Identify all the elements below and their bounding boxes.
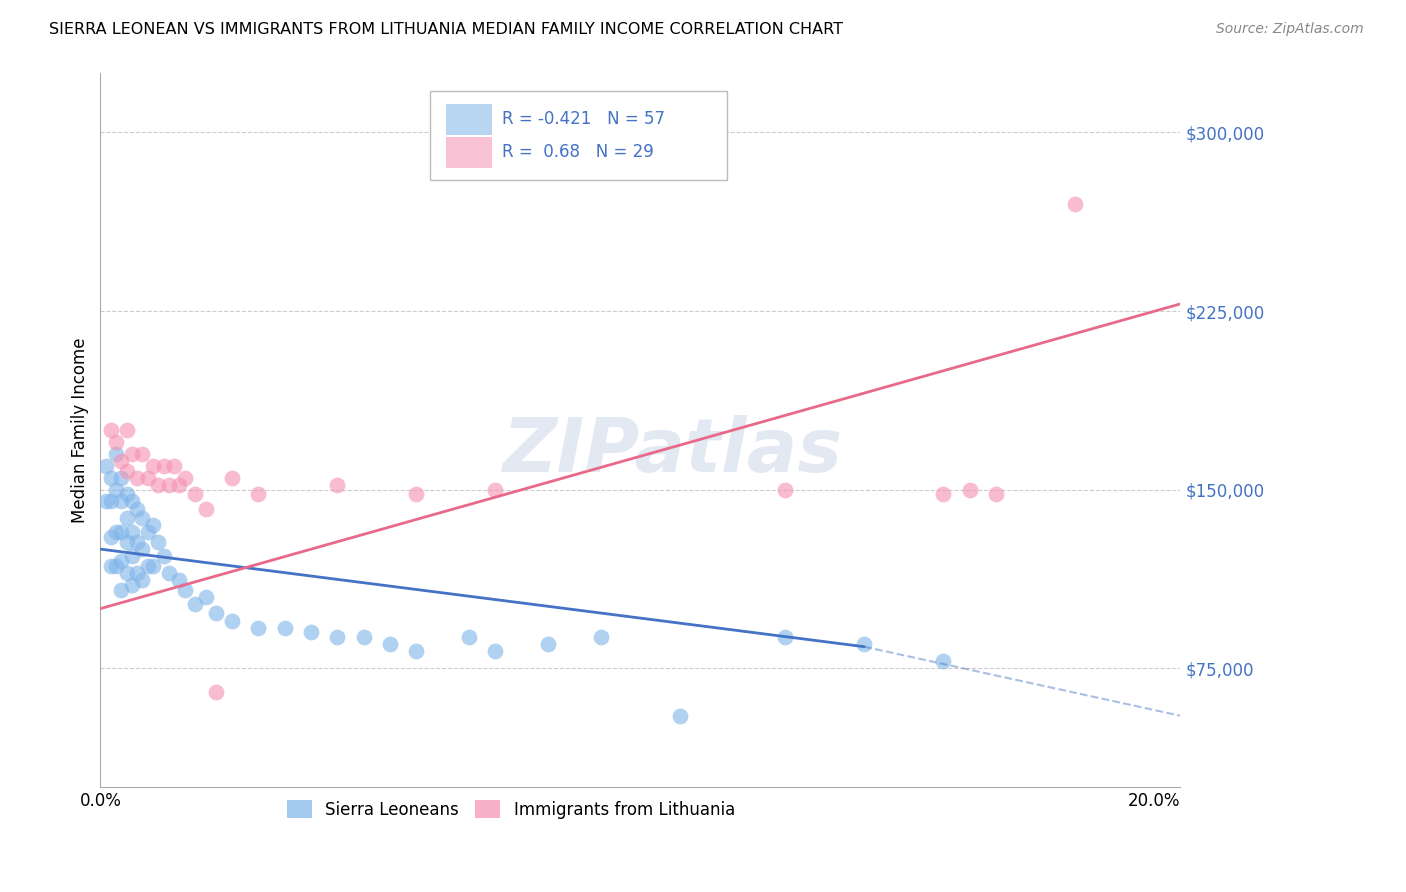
Point	[274, 621, 297, 635]
Point	[458, 630, 481, 644]
Point	[378, 637, 401, 651]
Point	[157, 478, 180, 492]
Point	[110, 494, 132, 508]
Point	[131, 511, 153, 525]
Point	[110, 554, 132, 568]
Point	[205, 607, 228, 621]
FancyBboxPatch shape	[446, 103, 491, 134]
Point	[163, 458, 186, 473]
Point	[169, 478, 191, 492]
Point	[94, 458, 117, 473]
Point	[142, 558, 165, 573]
Point	[110, 582, 132, 597]
Point	[853, 637, 876, 651]
Point	[105, 558, 128, 573]
Point	[127, 471, 149, 485]
Point	[127, 566, 149, 580]
Point	[205, 685, 228, 699]
Point	[484, 483, 506, 497]
Y-axis label: Median Family Income: Median Family Income	[72, 337, 89, 523]
Point	[773, 630, 796, 644]
FancyBboxPatch shape	[430, 91, 727, 180]
Point	[115, 566, 138, 580]
Point	[169, 573, 191, 587]
Point	[94, 494, 117, 508]
Point	[1064, 197, 1087, 211]
Point	[127, 501, 149, 516]
Point	[221, 614, 243, 628]
Point	[100, 423, 122, 437]
Point	[136, 525, 159, 540]
Point	[115, 464, 138, 478]
Point	[247, 487, 270, 501]
Point	[136, 471, 159, 485]
Point	[184, 487, 207, 501]
Point	[100, 471, 122, 485]
Point	[173, 582, 195, 597]
Point	[152, 458, 174, 473]
Legend: Sierra Leoneans, Immigrants from Lithuania: Sierra Leoneans, Immigrants from Lithuan…	[280, 794, 741, 825]
Point	[959, 483, 981, 497]
Point	[121, 447, 143, 461]
Point	[110, 454, 132, 468]
Point	[131, 447, 153, 461]
Point	[353, 630, 375, 644]
Text: R = -0.421   N = 57: R = -0.421 N = 57	[502, 110, 665, 128]
Text: ZIPatlas: ZIPatlas	[503, 415, 842, 488]
Point	[110, 525, 132, 540]
FancyBboxPatch shape	[446, 137, 491, 168]
Point	[100, 558, 122, 573]
Point	[932, 487, 955, 501]
Point	[157, 566, 180, 580]
Point	[194, 590, 217, 604]
Point	[194, 501, 217, 516]
Point	[484, 644, 506, 658]
Point	[326, 478, 349, 492]
Point	[247, 621, 270, 635]
Text: SIERRA LEONEAN VS IMMIGRANTS FROM LITHUANIA MEDIAN FAMILY INCOME CORRELATION CHA: SIERRA LEONEAN VS IMMIGRANTS FROM LITHUA…	[49, 22, 844, 37]
Text: Source: ZipAtlas.com: Source: ZipAtlas.com	[1216, 22, 1364, 37]
Point	[105, 483, 128, 497]
Point	[100, 530, 122, 544]
Point	[142, 458, 165, 473]
Point	[148, 535, 170, 549]
Point	[184, 597, 207, 611]
Point	[148, 478, 170, 492]
Point	[152, 549, 174, 564]
Point	[326, 630, 349, 644]
Point	[537, 637, 560, 651]
Point	[405, 487, 427, 501]
Point	[100, 494, 122, 508]
Point	[105, 434, 128, 449]
Point	[173, 471, 195, 485]
Point	[142, 518, 165, 533]
Point	[131, 542, 153, 557]
Point	[136, 558, 159, 573]
Point	[115, 487, 138, 501]
Point	[121, 494, 143, 508]
Text: R =  0.68   N = 29: R = 0.68 N = 29	[502, 144, 654, 161]
Point	[669, 708, 692, 723]
Point	[105, 525, 128, 540]
Point	[121, 525, 143, 540]
Point	[105, 447, 128, 461]
Point	[221, 471, 243, 485]
Point	[405, 644, 427, 658]
Point	[115, 535, 138, 549]
Point	[299, 625, 322, 640]
Point	[121, 549, 143, 564]
Point	[115, 423, 138, 437]
Point	[773, 483, 796, 497]
Point	[932, 654, 955, 668]
Point	[121, 578, 143, 592]
Point	[984, 487, 1007, 501]
Point	[115, 511, 138, 525]
Point	[110, 471, 132, 485]
Point	[127, 535, 149, 549]
Point	[589, 630, 612, 644]
Point	[131, 573, 153, 587]
